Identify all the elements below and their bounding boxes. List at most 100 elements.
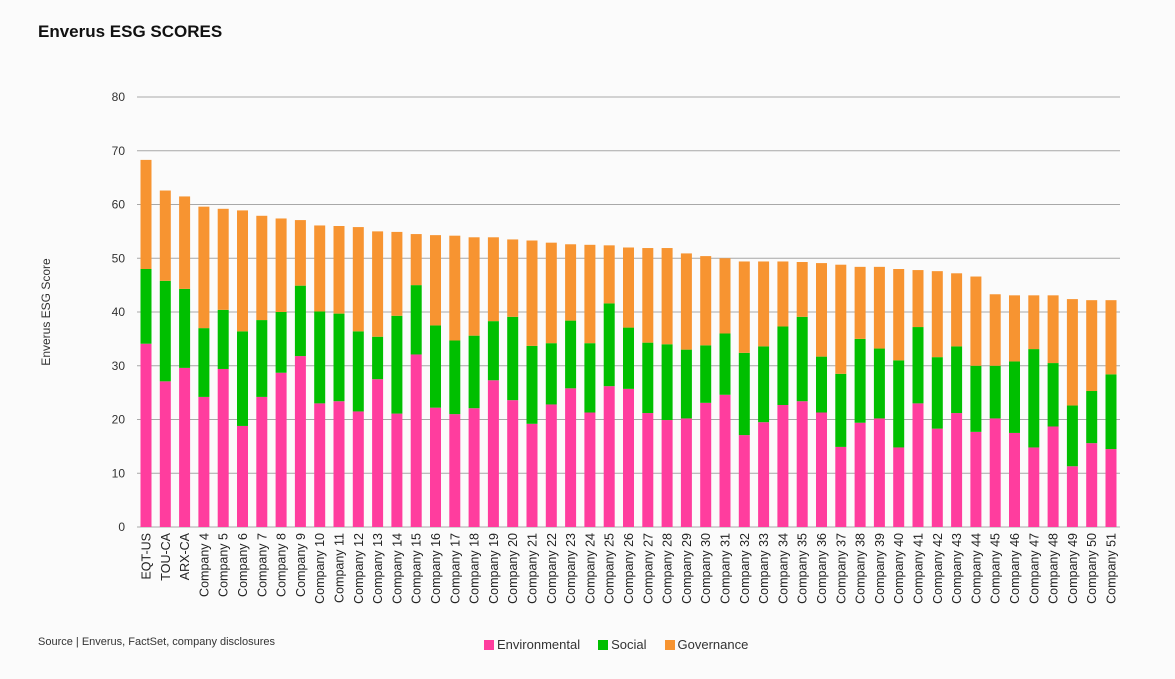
- y-tick-label: 30: [112, 359, 126, 373]
- legend-swatch: [664, 639, 675, 650]
- bar-social: [796, 316, 808, 402]
- x-tick-label: Company 24: [583, 533, 597, 604]
- bar-environmental: [468, 408, 480, 527]
- x-tick-label: Company 42: [931, 533, 945, 604]
- x-tick-label: Company 37: [834, 533, 848, 604]
- bar-governance: [391, 231, 403, 316]
- bar-governance: [931, 271, 943, 358]
- bar-governance: [951, 273, 963, 347]
- bar-social: [275, 312, 287, 373]
- legend-item-environmental[interactable]: Environmental: [484, 637, 580, 652]
- bar-governance: [603, 245, 615, 304]
- bar-environmental: [237, 425, 248, 527]
- bar-social: [314, 311, 326, 404]
- bar-environmental: [970, 431, 982, 527]
- bar-environmental: [507, 400, 519, 527]
- bar-environmental: [854, 422, 866, 527]
- x-tick-label: Company 41: [912, 533, 926, 604]
- y-tick-label: 70: [112, 144, 126, 158]
- y-tick-label: 80: [112, 90, 126, 104]
- bar-governance: [487, 237, 499, 322]
- bar-environmental: [1086, 443, 1098, 527]
- bar-environmental: [565, 388, 577, 527]
- bar-social: [217, 309, 229, 369]
- bar-environmental: [256, 396, 268, 527]
- bar-environmental: [275, 372, 287, 527]
- x-tick-label: Company 17: [448, 533, 462, 604]
- bar-governance: [700, 256, 712, 346]
- bar-environmental: [951, 413, 963, 527]
- x-tick-label: Company 30: [699, 533, 713, 604]
- bar-governance: [989, 294, 1001, 366]
- y-tick-label: 0: [118, 520, 125, 534]
- bar-environmental: [758, 422, 770, 527]
- x-tick-label: Company 21: [526, 533, 540, 604]
- legend-swatch: [484, 639, 494, 650]
- bar-social: [603, 303, 615, 387]
- source-note: Source | Enverus, FactSet, company discl…: [38, 636, 276, 648]
- x-tick-label: Company 33: [757, 533, 771, 604]
- bar-governance: [854, 266, 866, 339]
- x-tick-label: Company 8: [275, 533, 289, 597]
- bar-governance: [1105, 300, 1117, 375]
- bar-governance: [237, 210, 248, 332]
- x-tick-label: Company 4: [197, 533, 211, 597]
- bar-environmental: [816, 412, 827, 527]
- x-tick-label: Company 16: [429, 533, 443, 604]
- legend-item-governance[interactable]: Governance: [664, 637, 748, 652]
- bar-governance: [545, 242, 557, 344]
- bar-governance: [893, 269, 905, 361]
- x-tick-label: Company 50: [1085, 533, 1099, 604]
- x-tick-label: Company 28: [661, 533, 675, 604]
- bar-governance: [256, 215, 268, 321]
- legend-item-social[interactable]: Social: [598, 637, 647, 652]
- bar-governance: [1009, 295, 1020, 362]
- bar-social: [565, 320, 577, 389]
- x-tick-label: Company 19: [487, 533, 501, 604]
- x-tick-label: Company 15: [410, 533, 424, 604]
- x-tick-label: Company 51: [1105, 533, 1119, 604]
- bar-environmental: [1009, 432, 1020, 527]
- bar-environmental: [1047, 426, 1059, 527]
- chart-title: Enverus ESG SCORES: [38, 22, 223, 41]
- bar-governance: [333, 226, 345, 314]
- bar-social: [584, 343, 596, 413]
- bar-governance: [449, 235, 461, 341]
- bar-governance: [719, 258, 731, 334]
- x-tick-label: Company 29: [680, 533, 694, 604]
- x-tick-label: Company 27: [641, 533, 655, 604]
- bar-governance: [912, 270, 924, 328]
- bar-governance: [777, 261, 789, 327]
- x-tick-label: Company 48: [1047, 533, 1061, 604]
- bar-social: [352, 331, 364, 412]
- bar-environmental: [314, 403, 326, 527]
- bar-social: [1028, 349, 1040, 448]
- bar-governance: [661, 248, 673, 345]
- bar-environmental: [410, 354, 422, 527]
- bar-social: [931, 357, 943, 429]
- x-tick-label: Company 25: [603, 533, 617, 604]
- bar-governance: [275, 218, 287, 312]
- bar-environmental: [719, 394, 731, 527]
- bar-social: [526, 345, 538, 424]
- bar-social: [507, 316, 519, 401]
- x-tick-label: Company 39: [873, 533, 887, 604]
- bar-governance: [565, 244, 577, 321]
- bar-social: [1066, 405, 1078, 467]
- bar-social: [140, 269, 152, 344]
- legend-label: Environmental: [497, 637, 581, 652]
- bar-environmental: [487, 380, 499, 527]
- bar-social: [777, 326, 789, 405]
- y-tick-label: 50: [112, 251, 126, 265]
- bar-social: [256, 320, 268, 397]
- bar-social: [912, 327, 924, 404]
- bar-governance: [873, 266, 885, 349]
- bar-social: [468, 335, 480, 409]
- x-tick-label: Company 44: [969, 533, 983, 604]
- bar-social: [719, 333, 731, 395]
- x-tick-label: Company 9: [294, 533, 308, 597]
- bar-environmental: [1066, 466, 1078, 527]
- x-tick-label: Company 34: [776, 533, 790, 604]
- bar-social: [449, 340, 461, 415]
- bar-social: [391, 315, 403, 414]
